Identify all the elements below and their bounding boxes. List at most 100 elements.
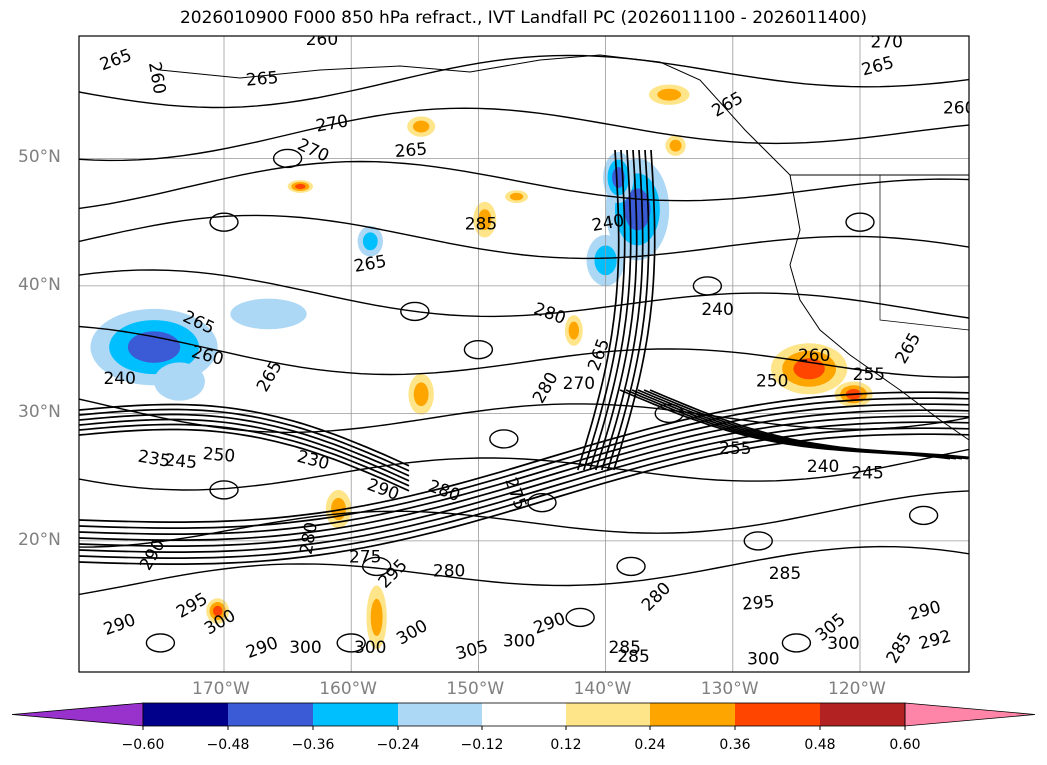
contour-closed (654, 403, 684, 424)
contour-closed (272, 148, 303, 169)
contour-closed (908, 505, 939, 526)
pc-shade-blob (370, 598, 383, 636)
contour-line (79, 415, 969, 547)
contour-line (79, 403, 969, 535)
contour-label: 285 (769, 564, 801, 584)
contour-closed (527, 492, 557, 513)
contour-closed (781, 633, 812, 653)
contour-line (79, 428, 410, 492)
pc-shade-blob (612, 167, 625, 189)
colorbar-tick-label: −0.36 (291, 737, 335, 753)
contour-closed (336, 633, 366, 653)
colorbar-segment (143, 703, 228, 726)
pc-shade-blob (212, 605, 223, 617)
contour-line (79, 107, 969, 162)
pc-shade-blob (568, 321, 580, 340)
colorbar-segment (228, 703, 313, 726)
colorbar (11, 702, 1036, 730)
pc-shade-blob (657, 88, 682, 101)
colorbar-frame (142, 702, 906, 727)
pc-shade-blob (413, 382, 429, 407)
contour-line (649, 389, 969, 459)
contour-line (588, 149, 632, 471)
contour-closed (489, 429, 519, 449)
pc-shade-blob (478, 209, 492, 231)
alaska-coast (159, 54, 969, 176)
contour-line (79, 398, 969, 434)
contour-line (600, 149, 644, 471)
colorbar-tick-label: −0.24 (376, 737, 420, 753)
contour-line (79, 413, 410, 477)
lon-label: 120°W (828, 679, 886, 699)
contour-line (594, 149, 638, 471)
contour-line (79, 269, 969, 319)
contour-label: 300 (747, 649, 779, 669)
pc-shade-blob (413, 120, 430, 133)
lon-label: 140°W (573, 679, 632, 699)
colorbar-segment (820, 703, 905, 726)
contour-line (612, 149, 656, 471)
pc-shade-blob (509, 192, 524, 201)
contour-closed (361, 556, 392, 577)
contour-line (79, 408, 410, 472)
colorbar-segment (650, 703, 735, 726)
colorbar-tick-label: −0.48 (206, 737, 250, 753)
colorbar-segment (398, 703, 482, 726)
contour-label: 300 (503, 632, 535, 652)
contour-label: 260 (306, 30, 338, 50)
contour-label: 285 (465, 215, 497, 235)
colorbar-tick-label: 0.36 (719, 737, 751, 753)
contour-label: 280 (433, 562, 465, 582)
colorbar-max-arrow (904, 702, 1036, 727)
pc-shade-blob (295, 183, 306, 190)
colorbar-tick-label: 0.60 (889, 737, 921, 753)
lon-label: 170°W (192, 679, 250, 699)
colorbar-tick-label: 0.24 (634, 737, 666, 753)
contour-closed (692, 276, 723, 296)
contour-line (582, 149, 626, 471)
contour-line (79, 421, 969, 553)
contour-label: 240 (103, 369, 135, 389)
contour-label: 240 (807, 457, 839, 477)
contour-label: 270 (870, 32, 902, 52)
contour-closed (616, 556, 646, 577)
contour-label: 300 (289, 638, 321, 658)
contour-label: 250 (756, 372, 788, 392)
contour-line (606, 149, 650, 471)
colorbar-segment (482, 703, 566, 726)
contour-closed (743, 531, 773, 551)
contour-closed (209, 212, 239, 232)
contour-label: 285 (608, 638, 640, 658)
colorbar-tick-label: 0.12 (550, 737, 582, 753)
contour-label: 285 (617, 647, 649, 667)
contour-label: 265 (394, 139, 428, 162)
pc-shade-blob (669, 139, 682, 152)
colorbar-segment (313, 703, 398, 726)
colorbar-tick-label: −0.60 (121, 737, 165, 753)
coastlines (159, 54, 969, 441)
lat-label: 20°N (18, 529, 61, 550)
contour-line (576, 149, 620, 471)
contour-closed (400, 301, 430, 322)
contour-label: 245 (164, 450, 198, 473)
lat-label: 40°N (18, 274, 61, 295)
contour-label: 240 (701, 300, 733, 320)
contour-label: 250 (202, 444, 236, 467)
contour-label: 275 (349, 547, 381, 567)
lon-label: 160°W (319, 679, 377, 699)
contour-label: 260 (798, 346, 830, 366)
contour-line (79, 403, 410, 467)
contour-label: 260 (943, 99, 975, 119)
lon-label: 150°W (446, 679, 505, 699)
contour-label: 255 (719, 439, 751, 459)
contour-label: 295 (741, 592, 775, 615)
pc-shade-blob (362, 232, 378, 251)
colorbar-min-arrow (11, 702, 144, 727)
refractivity-contours (79, 54, 969, 653)
colorbar-tick-label: 0.48 (804, 737, 836, 753)
lat-label: 50°N (18, 147, 61, 168)
contour-label: 255 (853, 365, 885, 385)
border-line (879, 175, 969, 331)
